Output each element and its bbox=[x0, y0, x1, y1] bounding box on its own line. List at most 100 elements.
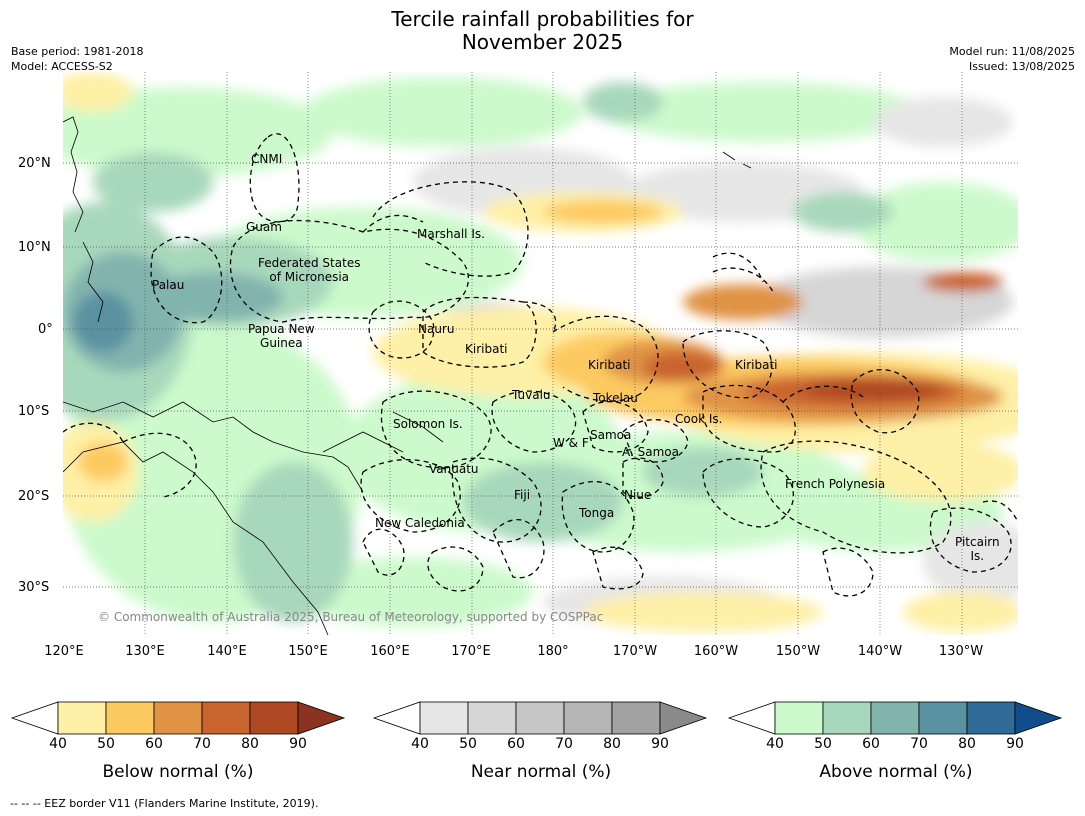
colorbar-tick-label: 80 bbox=[603, 736, 621, 752]
region-label-png: Papua New Guinea bbox=[248, 322, 315, 350]
colorbar-tick-label: 50 bbox=[459, 736, 477, 752]
region-label-kiribati-east: Kiribati bbox=[735, 358, 778, 372]
region-label-nauru: Nauru bbox=[418, 322, 455, 336]
rainfall-probability-map[interactable] bbox=[63, 72, 1018, 635]
lon-label-150w: 150°W bbox=[775, 644, 821, 659]
lon-label-130w: 130°W bbox=[938, 644, 984, 659]
region-label-guam: Guam bbox=[246, 220, 282, 234]
colorbar-below-upper-extend bbox=[297, 701, 346, 735]
lon-label-170w: 170°W bbox=[612, 644, 658, 659]
colorbar-above-bin-3 bbox=[918, 701, 968, 735]
colorbar-tick-label: 70 bbox=[910, 736, 928, 752]
lon-label-130e: 130°E bbox=[125, 644, 165, 659]
eez-borders bbox=[63, 133, 1018, 597]
colorbar-tick-label: 60 bbox=[145, 736, 163, 752]
colorbar-tick-label: 90 bbox=[289, 736, 307, 752]
colorbar-tick-label: 70 bbox=[193, 736, 211, 752]
colorbar-above-bin-0 bbox=[774, 701, 824, 735]
region-label-fsm: Federated States of Micronesia bbox=[258, 256, 361, 284]
colorbar-tick-label: 60 bbox=[507, 736, 525, 752]
colorbar-tick-label: 40 bbox=[411, 736, 429, 752]
lon-label-180: 180° bbox=[537, 644, 569, 659]
lon-label-150e: 150°E bbox=[288, 644, 328, 659]
region-label-solomon: Solomon Is. bbox=[393, 417, 463, 431]
colorbar-above bbox=[727, 701, 1063, 735]
copyright-notice: © Commonwealth of Australia 2025, Bureau… bbox=[98, 610, 604, 624]
lon-label-170e: 170°E bbox=[451, 644, 491, 659]
colorbar-near-bin-0 bbox=[419, 701, 469, 735]
lon-label-120e: 120°E bbox=[44, 644, 84, 659]
colorbar-near-title: Near normal (%) bbox=[470, 762, 612, 782]
colorbar-tick-label: 40 bbox=[766, 736, 784, 752]
colorbar-above-bin-1 bbox=[822, 701, 872, 735]
colorbar-below-bin-3 bbox=[201, 701, 251, 735]
colorbar-below-bin-4 bbox=[249, 701, 299, 735]
map-title-line2: November 2025 bbox=[461, 30, 624, 54]
colorbar-above-title: Above normal (%) bbox=[819, 762, 973, 782]
region-label-kiribati-west: Kiribati bbox=[465, 342, 508, 356]
colorbar-below-lower-extend bbox=[10, 701, 59, 735]
lat-label-20s: 20°S bbox=[18, 489, 50, 504]
colorbar-below-title: Below normal (%) bbox=[102, 762, 254, 782]
lat-label-10n: 10°N bbox=[18, 240, 51, 255]
colorbar-tick-label: 80 bbox=[958, 736, 976, 752]
colorbar-near-upper-extend bbox=[659, 701, 708, 735]
model-name: Model: ACCESS-S2 bbox=[11, 60, 113, 73]
colorbar-tick-label: 70 bbox=[555, 736, 573, 752]
colorbar-near-bin-3 bbox=[563, 701, 613, 735]
field-layer bbox=[63, 72, 1018, 632]
region-label-new-caledonia: New Caledonia bbox=[375, 516, 465, 530]
lon-label-140e: 140°E bbox=[207, 644, 247, 659]
region-label-tuvalu: Tuvalu bbox=[512, 388, 551, 402]
colorbar-tick-label: 40 bbox=[49, 736, 67, 752]
colorbar-near-bin-1 bbox=[467, 701, 517, 735]
region-label-pitcairn: Pitcairn Is. bbox=[955, 535, 1000, 563]
colorbar-above-upper-extend bbox=[1014, 701, 1063, 735]
region-label-french-polynesia: French Polynesia bbox=[785, 477, 886, 491]
region-label-asamoa: A. Samoa bbox=[622, 445, 679, 459]
graticule bbox=[63, 72, 1018, 635]
colorbar-tick-label: 90 bbox=[651, 736, 669, 752]
region-label-tokelau: Tokelau bbox=[593, 391, 638, 405]
colorbar-below-bin-0 bbox=[57, 701, 107, 735]
region-label-marshall: Marshall Is. bbox=[417, 227, 485, 241]
colorbar-near-lower-extend bbox=[372, 701, 421, 735]
issued-date: Issued: 13/08/2025 bbox=[968, 60, 1075, 73]
colorbar-above-lower-extend bbox=[727, 701, 776, 735]
colorbar-tick-label: 60 bbox=[862, 736, 880, 752]
colorbar-below-bin-2 bbox=[153, 701, 203, 735]
region-label-samoa: Samoa bbox=[590, 428, 632, 442]
lon-label-160e: 160°E bbox=[370, 644, 410, 659]
lat-label-30s: 30°S bbox=[18, 580, 50, 595]
colorbar-above-bin-4 bbox=[966, 701, 1016, 735]
eez-footnote: -- -- -- EEZ border V11 (Flanders Marine… bbox=[10, 797, 319, 810]
colorbar-below bbox=[10, 701, 346, 735]
lon-label-160w: 160°W bbox=[693, 644, 739, 659]
colorbar-near-bin-4 bbox=[611, 701, 661, 735]
model-run: Model run: 11/08/2025 bbox=[949, 45, 1075, 58]
region-label-fiji: Fiji bbox=[514, 488, 531, 502]
lat-label-eq: 0° bbox=[38, 322, 53, 337]
colorbar-tick-label: 80 bbox=[241, 736, 259, 752]
colorbar-near bbox=[372, 701, 708, 735]
region-label-tonga: Tonga bbox=[579, 506, 615, 520]
region-label-cnmi: CNMI bbox=[251, 152, 283, 166]
colorbar-below-bin-1 bbox=[105, 701, 155, 735]
region-label-vanuatu: Vanuatu bbox=[429, 462, 479, 476]
colorbar-above-bin-2 bbox=[870, 701, 920, 735]
colorbar-tick-label: 90 bbox=[1006, 736, 1024, 752]
region-label-palau: Palau bbox=[152, 278, 185, 292]
map-title-line1: Tercile rainfall probabilities for bbox=[391, 7, 694, 31]
lon-label-140w: 140°W bbox=[857, 644, 903, 659]
region-label-cook: Cook Is. bbox=[675, 412, 723, 426]
colorbar-tick-label: 50 bbox=[97, 736, 115, 752]
colorbar-near-bin-2 bbox=[515, 701, 565, 735]
base-period: Base period: 1981-2018 bbox=[11, 45, 144, 58]
colorbar-tick-label: 50 bbox=[814, 736, 832, 752]
region-label-wf: W & F bbox=[553, 436, 589, 450]
region-label-kiribati-central: Kiribati bbox=[588, 358, 631, 372]
lat-label-20n: 20°N bbox=[18, 156, 51, 171]
region-label-niue: Niue bbox=[624, 488, 652, 502]
lat-label-10s: 10°S bbox=[18, 404, 50, 419]
coastlines bbox=[63, 116, 752, 635]
